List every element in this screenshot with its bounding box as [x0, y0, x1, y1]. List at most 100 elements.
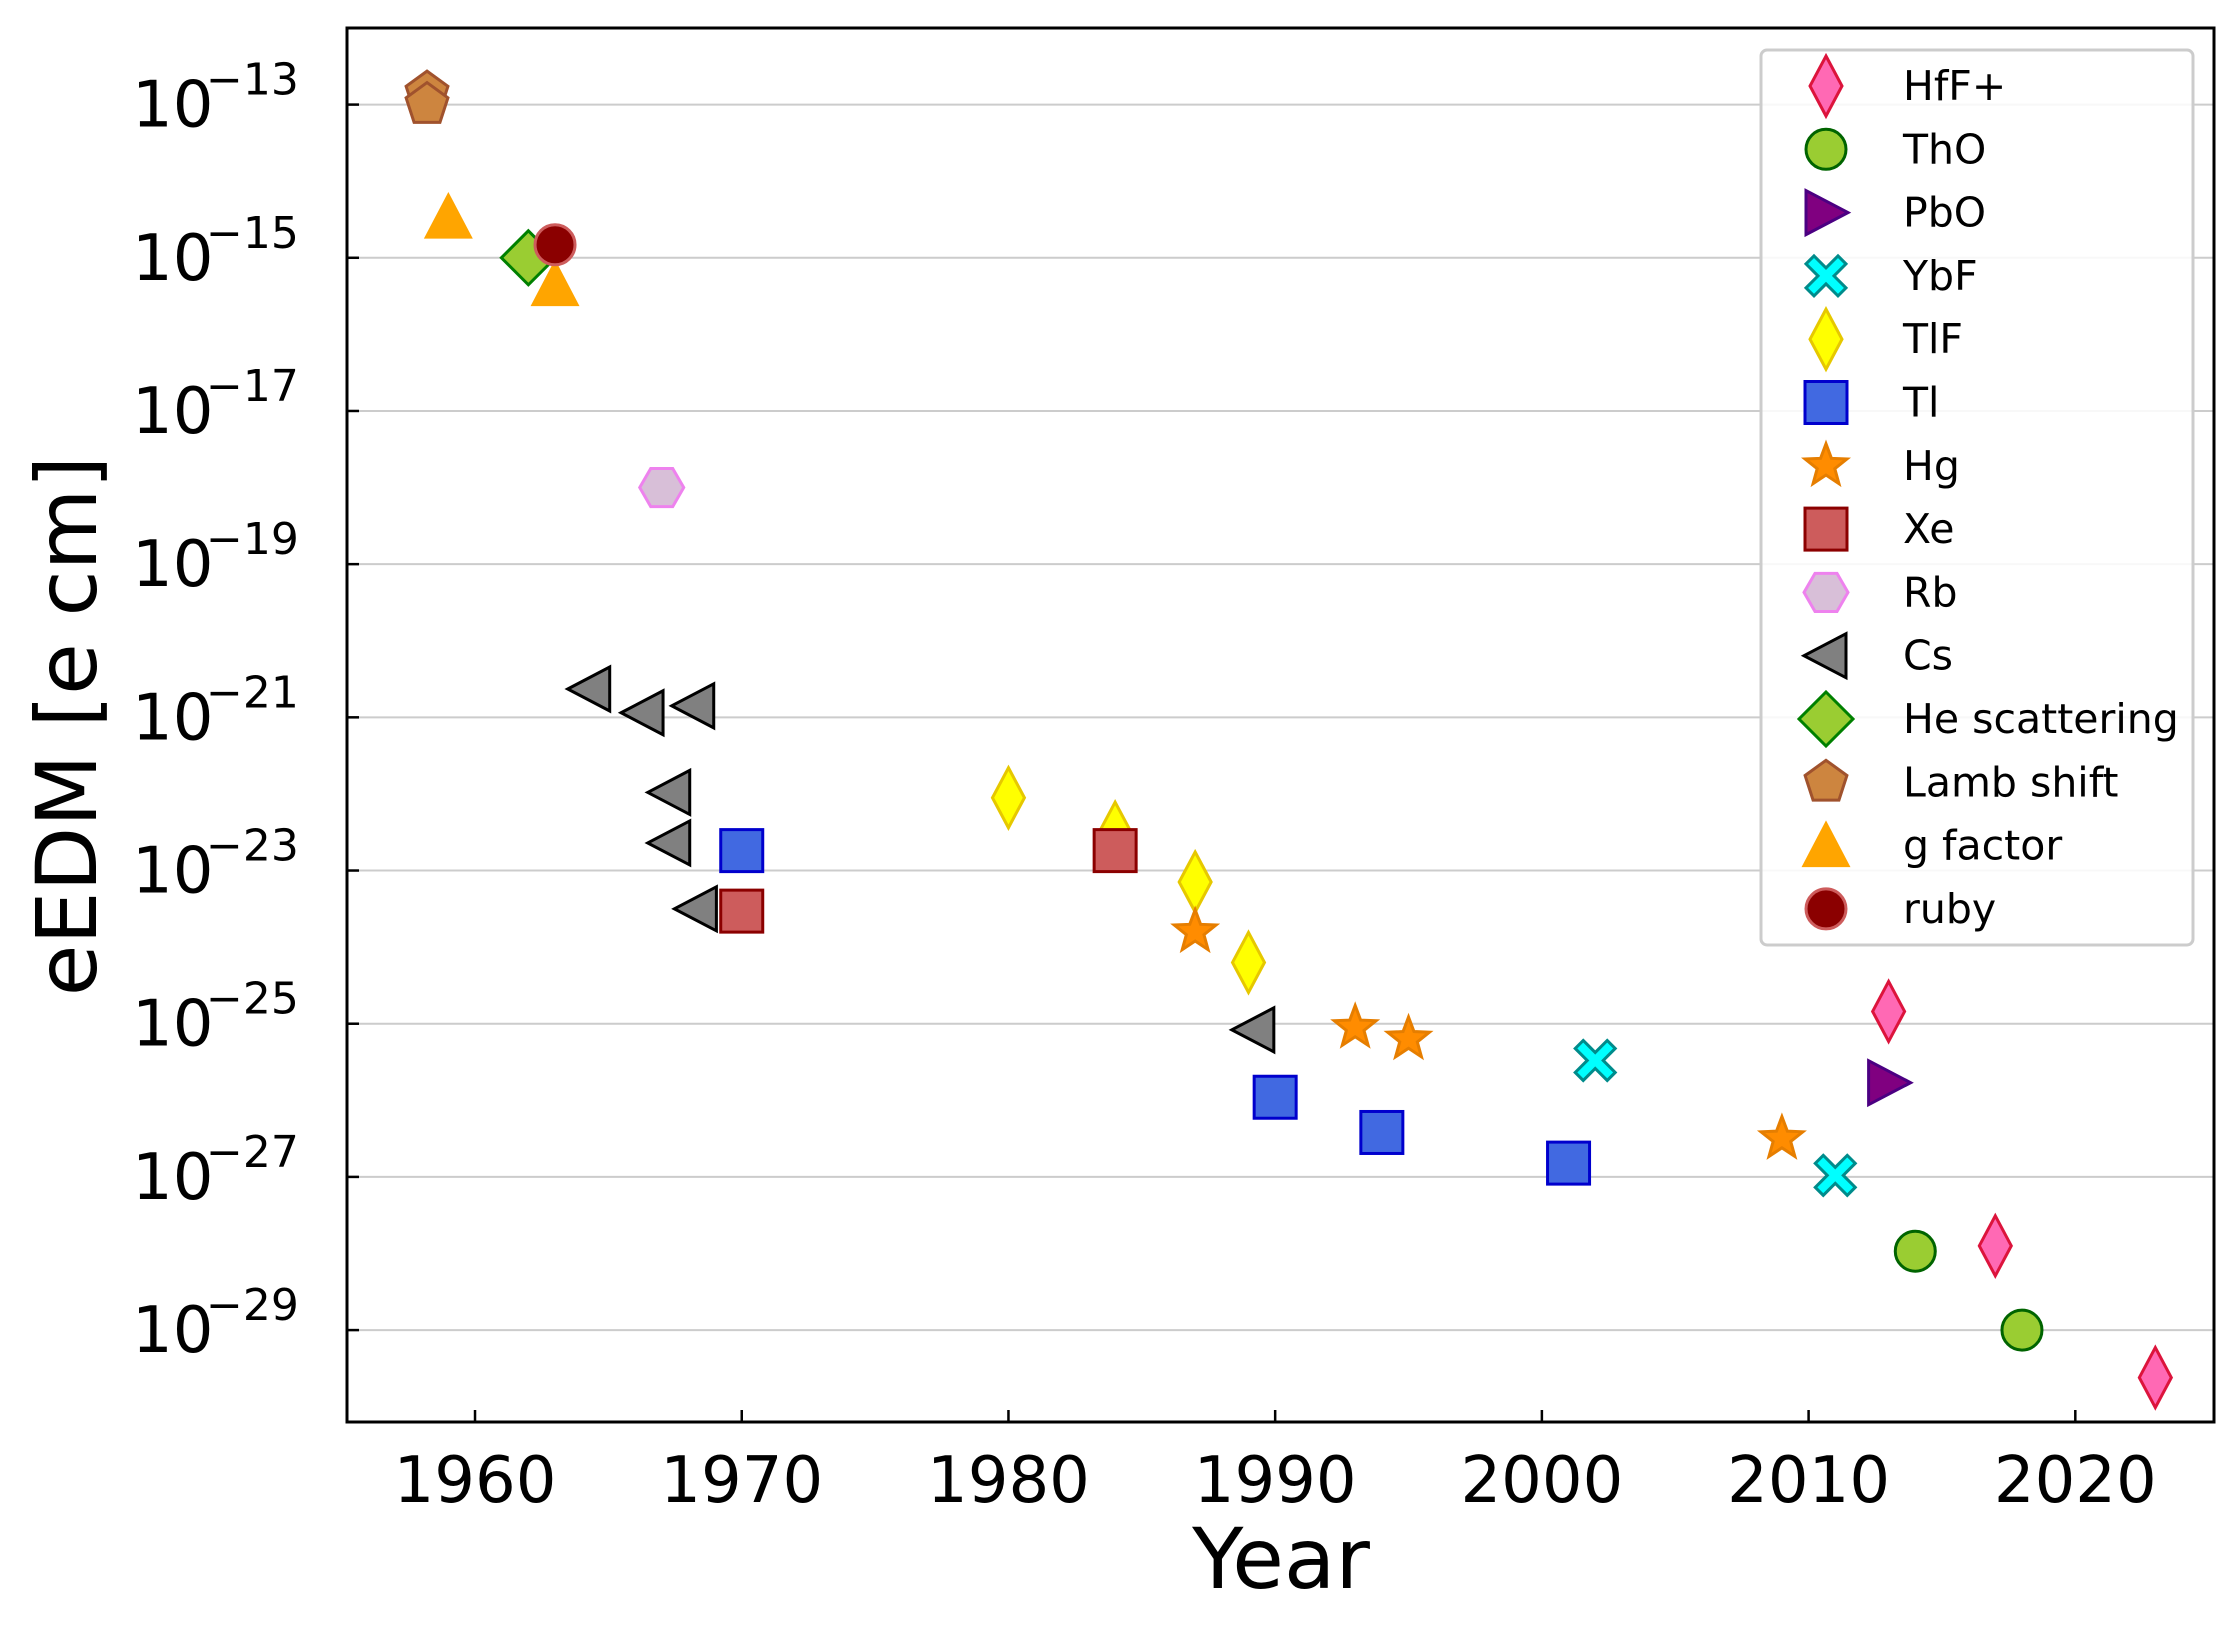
y-tick-label: 10 — [132, 528, 213, 602]
point-hg — [1170, 905, 1221, 954]
legend-marker-he-scattering-shape — [1796, 689, 1856, 749]
legend-marker-pbo-shape — [1804, 188, 1852, 238]
point-hg — [1756, 1112, 1807, 1160]
legend-marker-lamb-shift-shape — [1803, 758, 1849, 802]
x-tick-label: 2020 — [1994, 1444, 2157, 1518]
legend-marker-ybf — [1803, 253, 1849, 299]
legend-marker-tho — [1804, 127, 1848, 171]
y-tick-label: 10 — [132, 1294, 213, 1368]
legend-frame — [1759, 48, 2195, 947]
y-tick-exponent: −15 — [206, 208, 299, 259]
point-hg-shape — [1170, 905, 1221, 954]
x-tick-label: 1990 — [1194, 1444, 1357, 1518]
point-cs — [644, 818, 692, 868]
y-tick-label: 10 — [132, 375, 213, 449]
point-xe — [1092, 828, 1138, 874]
point-hg — [1330, 1001, 1381, 1049]
legend-marker-rb — [1802, 571, 1850, 613]
point-cs — [617, 688, 665, 738]
data-markers — [404, 69, 2174, 1411]
point-tlf — [990, 764, 1027, 831]
point-tl — [719, 828, 765, 874]
legend-label-xe: Xe — [1903, 505, 1954, 553]
point-tl — [1359, 1109, 1405, 1155]
legend-label-lamb-shift: Lamb shift — [1903, 758, 2119, 806]
x-tick-label: 1970 — [660, 1444, 823, 1518]
point-g-factor — [530, 259, 580, 307]
point-ybf-shape — [1813, 1153, 1858, 1198]
point-cs-shape — [644, 818, 692, 868]
point-g-factor — [423, 191, 473, 239]
point-hg-shape — [1383, 1012, 1434, 1061]
legend-marker-hg — [1801, 439, 1851, 488]
point-cs — [1228, 1005, 1276, 1055]
legend-marker-hff — [1808, 52, 1844, 120]
x-tick-label: 1960 — [394, 1444, 557, 1518]
legend-label-tlf: TlF — [1902, 315, 1963, 363]
point-pbo — [1867, 1058, 1914, 1108]
point-cs — [644, 767, 692, 817]
point-hff-shape — [2137, 1344, 2174, 1411]
y-tick-exponent: −13 — [206, 55, 299, 106]
y-axis-ticks: 10−1310−1510−1710−1910−2110−2310−2510−27… — [132, 55, 359, 1368]
point-xe-shape — [719, 888, 765, 934]
point-tho — [1893, 1229, 1937, 1273]
legend-label-pbo: PbO — [1903, 189, 1986, 237]
point-hff-shape — [1870, 978, 1907, 1045]
y-axis-title: eEDM [e cm] — [18, 456, 116, 997]
point-cs-shape — [671, 884, 718, 934]
point-tlf-shape — [1230, 929, 1267, 996]
x-tick-label: 2010 — [1727, 1444, 1890, 1518]
point-tl — [1252, 1074, 1298, 1120]
point-cs-shape — [1228, 1005, 1276, 1055]
y-tick-label: 10 — [132, 222, 213, 296]
legend-marker-hff-shape — [1808, 52, 1844, 120]
x-tick-label: 1980 — [927, 1444, 1090, 1518]
point-tlf — [1230, 929, 1267, 996]
x-tick-label: 2000 — [1460, 1444, 1623, 1518]
point-hg — [1383, 1012, 1434, 1061]
legend-label-tho: ThO — [1902, 125, 1986, 173]
point-tho — [2000, 1308, 2044, 1352]
point-tho-shape — [2000, 1308, 2044, 1352]
y-tick-exponent: −23 — [206, 821, 299, 872]
legend-marker-xe-shape — [1803, 506, 1849, 552]
y-tick-exponent: −21 — [206, 667, 299, 718]
point-tho-shape — [1893, 1229, 1937, 1273]
legend-marker-tl — [1803, 380, 1849, 425]
y-tick-label: 10 — [132, 835, 213, 909]
y-tick-exponent: −27 — [206, 1127, 299, 1178]
point-g-factor-shape — [530, 259, 580, 307]
legend-marker-hg-shape — [1801, 439, 1851, 488]
legend-label-tl: Tl — [1902, 379, 1939, 427]
y-tick-label: 10 — [132, 1141, 213, 1215]
legend-marker-tlf-shape — [1808, 306, 1844, 373]
point-tl-shape — [1252, 1074, 1298, 1120]
point-cs — [668, 681, 716, 731]
legend-marker-pbo — [1804, 188, 1852, 238]
point-tl-shape — [1359, 1109, 1405, 1155]
legend-marker-lamb-shift — [1803, 758, 1849, 802]
point-ruby-shape — [533, 223, 577, 267]
point-ruby — [533, 223, 577, 267]
point-hg-shape — [1756, 1112, 1807, 1160]
y-tick-exponent: −19 — [206, 514, 299, 565]
point-ybf — [1813, 1153, 1858, 1198]
legend-entries: HfF+ ThO PbO YbF TlF Tl Hg Xe Rb Cs He scattering L… — [1796, 52, 2179, 933]
point-cs-shape — [668, 681, 716, 731]
point-xe — [719, 888, 765, 934]
legend-label-cs: Cs — [1903, 632, 1953, 680]
legend-label-hg: Hg — [1903, 442, 1960, 490]
legend-marker-cs — [1800, 631, 1848, 681]
point-cs-shape — [564, 664, 612, 714]
point-tlf-shape — [990, 764, 1027, 831]
legend-marker-tho-shape — [1804, 127, 1848, 171]
legend-marker-cs-shape — [1800, 631, 1848, 681]
legend-marker-ybf-shape — [1803, 253, 1849, 299]
point-hff — [1870, 978, 1907, 1045]
x-axis-title: Year — [1191, 1510, 1370, 1608]
y-tick-label: 10 — [132, 681, 213, 755]
legend-marker-ruby-shape — [1804, 887, 1848, 931]
point-g-factor-shape — [423, 191, 473, 239]
point-hff — [2137, 1344, 2174, 1411]
